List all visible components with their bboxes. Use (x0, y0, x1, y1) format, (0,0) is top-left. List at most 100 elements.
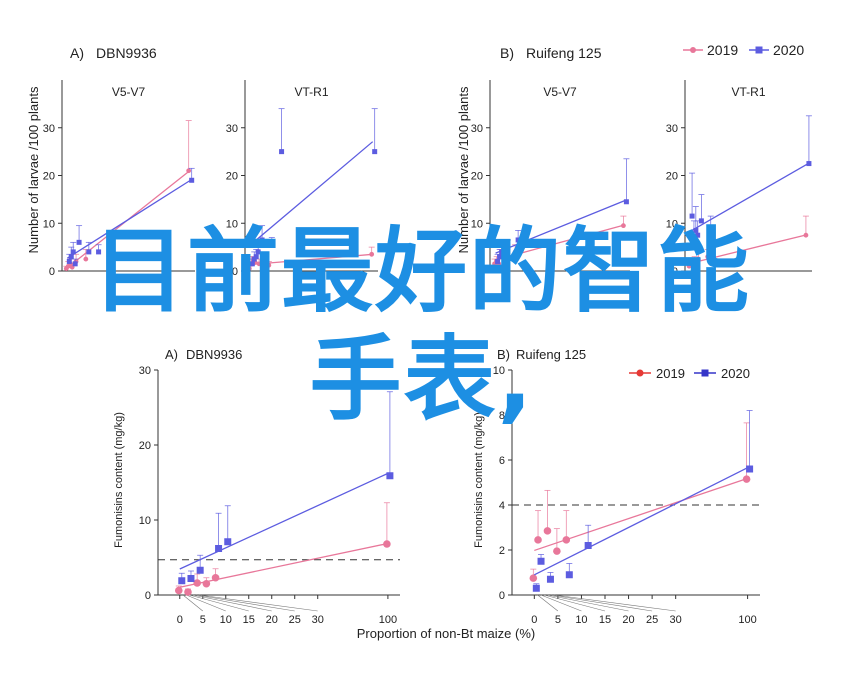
series-2020-point (623, 199, 629, 205)
x-tick-label: 5 (555, 614, 561, 626)
x-tick-label: 5 (200, 614, 206, 626)
series-2020-point (386, 472, 394, 480)
chart-panel-3: 0 10 20 30 VT-R1 (666, 80, 812, 278)
series-2020-point (532, 584, 540, 592)
top-legend-2019-label: 2019 (707, 42, 738, 58)
series-2019-point (543, 527, 552, 535)
x-tick-label: 20 (266, 614, 278, 626)
series-2019-point (211, 573, 220, 582)
x-tick-leader (182, 594, 203, 612)
top-group-a-label: A) (70, 45, 84, 61)
series-2020-point (495, 258, 501, 264)
x-tick-label: 30 (312, 614, 324, 626)
y-tick-label: 0 (477, 266, 483, 278)
top-legend-2020-label: 2020 (773, 42, 804, 58)
top-group-b-label: B) (500, 45, 514, 61)
series-2019-trend-line (250, 253, 373, 266)
y-tick-label: 4 (499, 500, 505, 512)
overlay-line-2: 手表, (309, 326, 535, 433)
top-group-b-title: Ruifeng 125 (526, 45, 602, 61)
bottom-a-label: A) (165, 347, 178, 362)
series-2020-point (96, 249, 102, 255)
series-2019-point (529, 574, 538, 582)
chart-panel-2: 0 10 20 30 V5-V7 (471, 80, 630, 278)
y-tick-label: 0 (232, 266, 238, 278)
series-2019-point (690, 263, 696, 269)
x-tick-label: 0 (531, 614, 537, 626)
panel-title: V5-V7 (543, 85, 577, 99)
x-tick-label: 25 (289, 614, 301, 626)
series-2020-point (584, 542, 592, 549)
x-tick-leader (547, 594, 629, 612)
y-tick-label: 0 (145, 590, 151, 602)
series-2019-point (174, 586, 183, 595)
series-2020-trend-line (249, 141, 374, 246)
series-2019-point (705, 254, 711, 260)
series-2020-point (255, 249, 261, 255)
y-tick-label: 2 (499, 545, 505, 557)
series-2020-point (698, 218, 704, 224)
panel-title: VT-R1 (294, 85, 328, 99)
series-2019-point (369, 251, 375, 257)
bottom-a-ylabel: Fumonisins content (mg/kg) (113, 412, 125, 548)
x-tick-leader (186, 594, 226, 612)
series-2019-point (553, 547, 561, 555)
x-tick-leader (544, 594, 606, 612)
y-tick-label: 10 (471, 218, 483, 230)
x-tick-leader (537, 594, 559, 612)
series-2020-point (189, 177, 195, 183)
series-2020-point (372, 149, 378, 155)
series-2019-point (621, 223, 626, 229)
series-2019-trend-line (689, 234, 808, 264)
y-tick-label: 30 (139, 365, 151, 377)
y-tick-label: 10 (666, 218, 678, 230)
plot-layer: 0102030V5-V70102030VT-R10102030V5-V70102… (43, 80, 812, 626)
bottom-legend: 2019 2020 (629, 366, 750, 381)
series-2019-point (256, 261, 262, 267)
top-legend-2020-marker (755, 46, 763, 54)
x-tick-label: 100 (738, 614, 756, 626)
series-2020-point (70, 249, 76, 255)
series-2020-point (693, 227, 699, 233)
bottom-xlabel: Proportion of non-Bt maize (%) (357, 626, 535, 641)
series-2020-point (708, 230, 714, 236)
series-2019-point (803, 232, 809, 238)
x-tick-label: 25 (646, 614, 658, 626)
x-tick-label: 15 (599, 614, 611, 626)
top-group-header-a: A) DBN9936 (70, 45, 157, 61)
bottom-b-ylabel: Fumonisins content (mg/kg) (473, 412, 485, 548)
x-tick-label: 10 (220, 614, 232, 626)
x-tick-label: 0 (177, 614, 183, 626)
x-tick-leader (192, 594, 272, 612)
bottom-header-b: B) Ruifeng 125 (497, 347, 586, 362)
series-2019-trend-line (495, 224, 625, 261)
y-tick-label: 20 (226, 171, 238, 183)
series-2020-point (515, 237, 521, 243)
series-2019-point (202, 579, 211, 588)
series-2020-point (68, 254, 74, 260)
chart-panel-0: 0 10 20 30 V5-V7 (43, 80, 195, 278)
top-group-a-title: DBN9936 (96, 45, 157, 61)
panel-title: VT-R1 (731, 85, 765, 99)
series-2019-point (742, 475, 751, 483)
panel-title: V5-V7 (112, 85, 146, 99)
series-2020-point (72, 261, 78, 267)
series-2020-point (215, 545, 223, 552)
series-2020-point (269, 242, 275, 248)
x-tick-leader (554, 594, 676, 612)
series-2019-trend-line (179, 542, 389, 588)
chart-panel-4: 0 10 20 30 0 5 10 15 20 25 30 100 (139, 365, 400, 626)
bottom-legend-2020-marker (701, 369, 709, 377)
series-2020-point (253, 254, 259, 260)
y-tick-label: 20 (139, 440, 151, 452)
x-tick-label: 100 (379, 614, 397, 626)
bottom-b-title: Ruifeng 125 (516, 347, 586, 362)
y-tick-label: 20 (471, 171, 483, 183)
y-tick-label: 0 (499, 590, 505, 602)
series-2020-point (806, 161, 812, 167)
series-2020-point (501, 247, 507, 253)
x-tick-leader (189, 594, 249, 612)
series-2020-point (224, 538, 232, 546)
